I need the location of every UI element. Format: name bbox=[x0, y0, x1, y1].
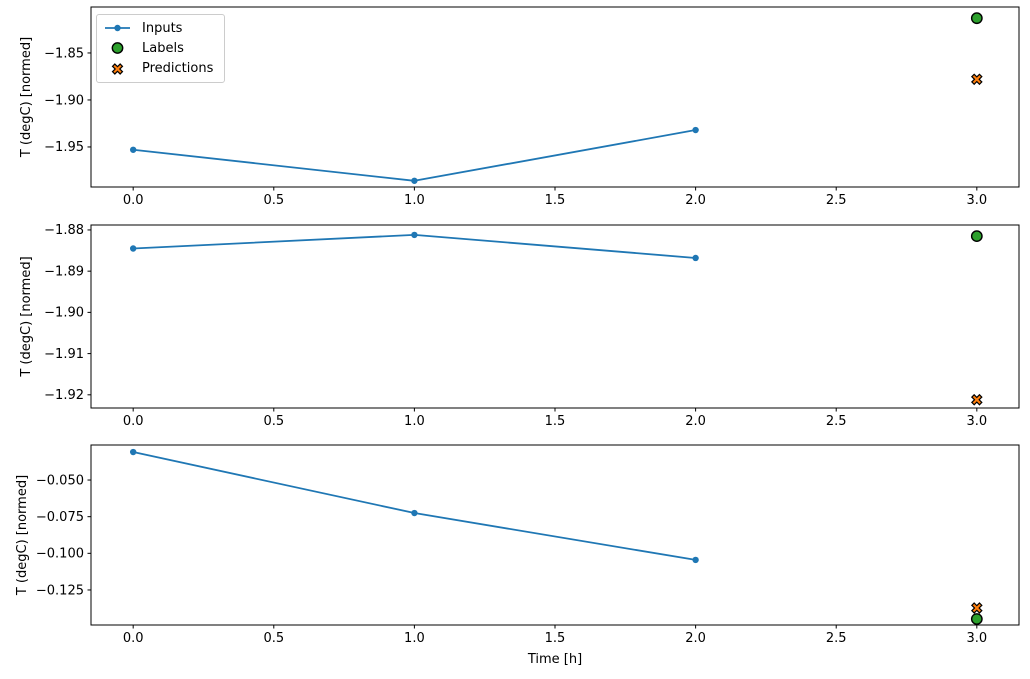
series-line-inputs bbox=[133, 233, 696, 259]
labels-point bbox=[970, 12, 983, 25]
x-tick-label: 3.0 bbox=[966, 193, 987, 208]
legend-label-labels: Labels bbox=[142, 40, 184, 56]
inputs-point bbox=[129, 448, 137, 456]
y-tick-label: −1.90 bbox=[44, 306, 84, 321]
x-axis-label: Time [h] bbox=[527, 652, 582, 667]
x-tick-label: 0.5 bbox=[263, 414, 284, 429]
inputs-line-icon bbox=[105, 24, 130, 32]
predictions-point bbox=[970, 73, 983, 86]
legend-label-inputs: Inputs bbox=[142, 20, 183, 36]
y-tick-label: −0.075 bbox=[36, 510, 84, 525]
inputs-point bbox=[411, 509, 418, 517]
x-tick-label: 2.5 bbox=[826, 414, 847, 429]
x-tick-label: 2.0 bbox=[685, 631, 706, 646]
y-tick-label: −1.90 bbox=[44, 93, 84, 108]
inputs-point bbox=[411, 177, 418, 184]
predictions-x-icon bbox=[111, 62, 124, 75]
x-tick-label: 1.5 bbox=[545, 631, 566, 646]
y-tick-label: −1.95 bbox=[44, 140, 84, 155]
legend-item-inputs: Inputs bbox=[104, 18, 217, 38]
labels-point bbox=[970, 230, 983, 243]
y-tick-label: −1.88 bbox=[44, 223, 84, 238]
x-tick-label: 0.5 bbox=[263, 193, 284, 208]
inputs-point bbox=[129, 245, 137, 252]
y-tick-label: −1.92 bbox=[44, 388, 84, 403]
legend: Inputs Labels Predictions bbox=[96, 14, 225, 83]
y-tick-label: −1.85 bbox=[44, 46, 84, 61]
x-tick-label: 1.0 bbox=[404, 193, 425, 208]
y-tick-label: −1.89 bbox=[44, 264, 84, 279]
x-tick-label: 1.5 bbox=[545, 414, 566, 429]
subplot-1: 0.0 0.5 1.0 1.5 2.0 2.5 3.0 −1.85 −1.90 −1.95 T (d… bbox=[19, 6, 1020, 208]
x-tick-label: 0.0 bbox=[123, 414, 144, 429]
predictions-point bbox=[970, 393, 983, 406]
legend-x bbox=[111, 62, 124, 75]
predictions-point bbox=[970, 602, 983, 614]
series-line-inputs bbox=[132, 451, 696, 561]
legend-label-predictions: Predictions bbox=[142, 61, 214, 77]
subplot-3: 0.0 0.5 1.0 1.5 2.0 2.5 3.0 −0.050 −0.075 −0.100 −… bbox=[15, 444, 1020, 667]
y-tick-label: −0.125 bbox=[36, 583, 84, 598]
legend-circle bbox=[111, 42, 124, 55]
x-tick-label: 1.0 bbox=[404, 414, 425, 429]
legend-item-labels: Labels bbox=[104, 38, 217, 58]
plot-frame bbox=[90, 224, 1020, 409]
y-axis-label: T (degC) [normed] bbox=[19, 256, 34, 377]
inputs-point bbox=[692, 126, 699, 134]
x-tick-label: 2.0 bbox=[685, 414, 706, 429]
x-tick-label: 1.5 bbox=[545, 193, 566, 208]
y-tick-label: −0.100 bbox=[36, 547, 84, 562]
x-tick-label: 2.5 bbox=[826, 631, 847, 646]
inputs-point bbox=[692, 254, 699, 262]
x-tick-label: 0.0 bbox=[123, 193, 144, 208]
labels-circle-icon bbox=[111, 42, 124, 55]
labels-point bbox=[970, 613, 983, 625]
inputs-point bbox=[692, 556, 699, 564]
x-tick-label: 3.0 bbox=[966, 631, 987, 646]
y-axis-label: T (degC) [normed] bbox=[19, 37, 34, 158]
y-tick-label: −1.91 bbox=[44, 347, 84, 362]
inputs-point bbox=[129, 146, 137, 153]
x-tick-label: 2.5 bbox=[826, 193, 847, 208]
legend-item-predictions: Predictions bbox=[104, 59, 217, 79]
inputs-point bbox=[411, 231, 418, 239]
legend-line-dot bbox=[114, 24, 121, 32]
x-tick-label: 3.0 bbox=[966, 414, 987, 429]
y-tick-label: −0.050 bbox=[36, 473, 84, 488]
x-tick-label: 0.0 bbox=[123, 631, 144, 646]
x-tick-label: 2.0 bbox=[685, 193, 706, 208]
subplot-2: 0.0 0.5 1.0 1.5 2.0 2.5 3.0 −1.88 −1.89 −1.90 −1.9… bbox=[19, 223, 1020, 429]
x-tick-label: 0.5 bbox=[263, 631, 284, 646]
y-axis-label: T (degC) [normed] bbox=[15, 475, 30, 596]
series-line-inputs bbox=[133, 129, 696, 182]
x-tick-label: 1.0 bbox=[404, 631, 425, 646]
plot-frame bbox=[90, 444, 1020, 626]
